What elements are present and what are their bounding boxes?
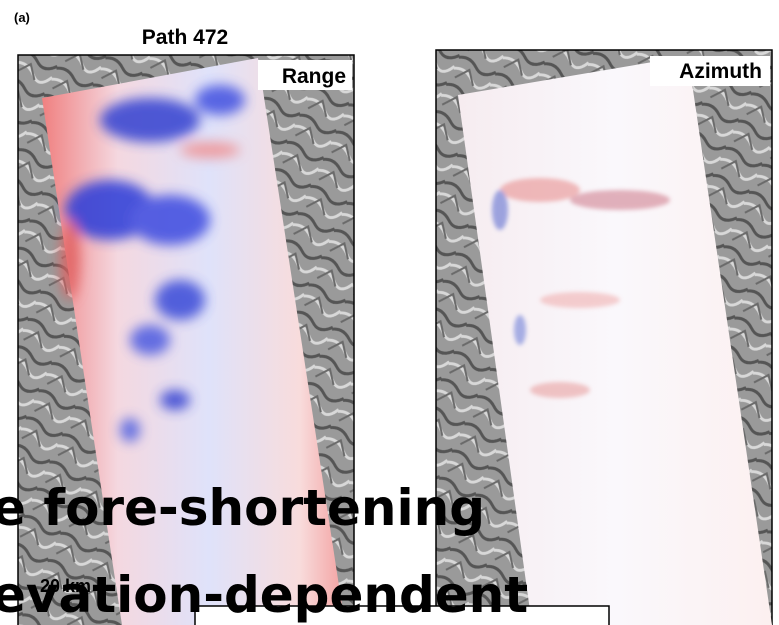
title: Path 472: [142, 26, 228, 49]
page: (a) Path 472 Range Azimuth 20 km e fore-…: [0, 0, 779, 625]
overlay-text: evation-dependent: [0, 566, 528, 624]
panel-label: (a): [14, 10, 30, 25]
panel-title: Azimuth: [679, 60, 762, 83]
figure: (a) Path 472 Range Azimuth 20 km e fore-…: [0, 0, 779, 625]
overlay-text: e fore-shortening: [0, 479, 485, 537]
panel-title: Range: [282, 65, 346, 88]
